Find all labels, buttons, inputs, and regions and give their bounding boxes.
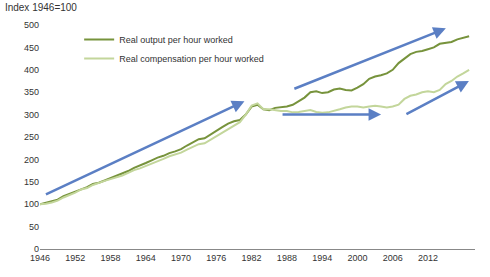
svg-text:Index 1946=100: Index 1946=100 (5, 2, 77, 13)
svg-text:400: 400 (24, 65, 39, 75)
svg-text:1982: 1982 (242, 253, 262, 263)
svg-text:250: 250 (24, 132, 39, 142)
svg-text:450: 450 (24, 43, 39, 53)
svg-text:350: 350 (24, 87, 39, 97)
svg-text:Real output per hour worked: Real output per hour worked (119, 35, 233, 45)
svg-text:1970: 1970 (171, 253, 191, 263)
svg-text:150: 150 (24, 177, 39, 187)
svg-text:100: 100 (24, 199, 39, 209)
svg-text:500: 500 (24, 20, 39, 30)
svg-text:1994: 1994 (312, 253, 332, 263)
svg-text:Real compensation per hour wor: Real compensation per hour worked (119, 54, 264, 64)
svg-text:1958: 1958 (101, 253, 121, 263)
svg-text:1988: 1988 (277, 253, 297, 263)
svg-text:2012: 2012 (418, 253, 438, 263)
svg-text:1952: 1952 (65, 253, 85, 263)
svg-text:200: 200 (24, 155, 39, 165)
svg-text:1946: 1946 (30, 253, 50, 263)
svg-text:1964: 1964 (136, 253, 156, 263)
svg-text:50: 50 (29, 222, 39, 232)
svg-text:300: 300 (24, 110, 39, 120)
svg-text:1976: 1976 (206, 253, 226, 263)
svg-text:2006: 2006 (383, 253, 403, 263)
svg-text:2000: 2000 (347, 253, 367, 263)
svg-text:0: 0 (34, 244, 39, 254)
